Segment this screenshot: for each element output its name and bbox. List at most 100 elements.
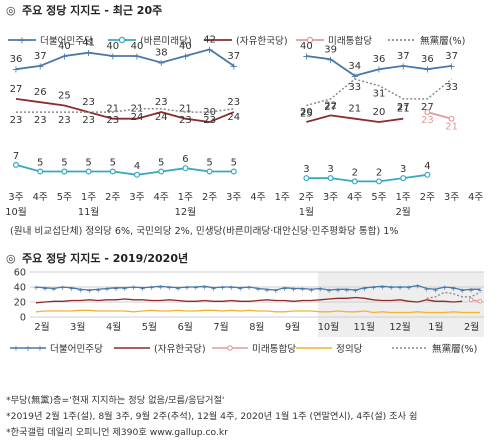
x-month-label: 2월 [464, 321, 479, 333]
series-minjoo: +36+37 +40+41+40+40+38 +40 +42+37 +40+39+34 +… [10, 34, 458, 82]
footnote-source: *한국갤럽 데일리 오피니언 제390호 www.gallup.co.kr [6, 427, 228, 438]
legend-label: 더불어민주당 [40, 36, 93, 47]
data-label: 36 [10, 54, 23, 65]
data-point [351, 178, 358, 185]
data-label: 23 [106, 115, 119, 126]
chart-title: 주요 정당 지지도 - 최근 20주 [22, 3, 162, 17]
data-point: + [424, 286, 430, 294]
series-jayu [35, 296, 463, 304]
data-label: 33 [348, 82, 361, 93]
legend-item: + + + 더불어민주당 [10, 344, 103, 355]
x-tick-label: 1주 [81, 192, 96, 203]
series-justice [35, 309, 480, 314]
data-label: 20 [300, 107, 313, 118]
footnote-skipped-weeks: *2019년 2월 1주(설), 8월 3주, 9월 2주(추석), 12월 4… [6, 411, 418, 422]
x-month-label: 11월 [78, 206, 99, 218]
data-point: + [379, 283, 385, 291]
data-label: 23 [58, 115, 71, 126]
data-label: 23 [227, 97, 240, 108]
legend-label: 미래통합당 [252, 344, 296, 355]
legend-marker: + [25, 344, 32, 353]
data-label: 3 [303, 164, 309, 175]
series-line [306, 114, 404, 123]
x-month-label: 3월 [70, 321, 85, 333]
legend-marker [227, 345, 233, 351]
y-tick-label: 0 [20, 313, 26, 324]
data-label: 40 [131, 41, 144, 52]
data-label: 42 [203, 34, 216, 45]
data-label: 23 [179, 115, 192, 126]
x-tick-label: 4주 [33, 192, 48, 203]
data-point [468, 297, 474, 303]
data-point: + [351, 71, 359, 82]
legend-label: 미래통합당 [328, 36, 372, 47]
data-point: + [264, 286, 270, 294]
series-line [35, 284, 480, 291]
data-point: + [84, 48, 92, 59]
legend-marker: + [13, 344, 20, 353]
x-tick-label: 4주 [250, 192, 265, 203]
data-point: + [109, 52, 117, 63]
x-tick-label: 2주 [420, 192, 435, 203]
data-label: 5 [61, 158, 67, 169]
footnote-none-definition: *무당(無黨)층='현재 지지하는 정당 없음/모름/응답거절' [6, 395, 225, 406]
data-point: + [326, 55, 334, 66]
x-month-label: 1월 [299, 206, 314, 218]
data-point: + [433, 286, 439, 294]
data-point: + [193, 284, 199, 292]
x-tick-label: 1주 [178, 192, 193, 203]
data-point: + [131, 284, 137, 292]
data-label: 27 [421, 102, 434, 113]
x-tick-label: 4주 [468, 192, 483, 203]
chart-note: (원내 비교섭단체) 정의당 6%, 국민의당 2%, 민생당(바른미래당·대안… [10, 226, 399, 237]
x-month-label: 8월 [249, 321, 264, 333]
data-point: + [282, 285, 288, 293]
data-point: + [181, 52, 189, 63]
legend-item: 無黨層(%) [388, 35, 465, 47]
data-label: 6 [182, 154, 188, 165]
x-tick-label: 1주 [396, 192, 411, 203]
x-month-label: 11월 [354, 321, 375, 333]
data-point: + [140, 285, 146, 293]
series-mirae [468, 297, 483, 304]
data-label: 5 [37, 158, 43, 169]
data-point: + [477, 286, 483, 294]
data-label: 3 [400, 164, 406, 175]
data-label: 21 [348, 104, 361, 115]
legend-item: (자유한국당) [204, 36, 288, 47]
data-label: 23 [155, 97, 168, 108]
data-label: 36 [373, 54, 386, 65]
data-point: + [388, 284, 394, 292]
data-point [85, 168, 92, 175]
title-marker: ◎ [6, 252, 16, 265]
data-label: 24 [131, 112, 144, 123]
data-point: + [291, 286, 297, 294]
data-point: + [375, 65, 383, 76]
data-point: + [12, 65, 20, 76]
data-point: + [184, 284, 190, 292]
legend-item: 미래통합당 [212, 344, 296, 355]
data-point: + [371, 284, 377, 292]
chart-recent-20-weeks: ◎ 주요 정당 지지도 - 최근 20주+ 더불어민주당 (바른미래당) (자유한국당)… [5, 3, 483, 237]
x-tick-label: 3주 [8, 192, 23, 203]
data-label: 21 [397, 104, 410, 115]
legend-label: (자유한국당) [154, 344, 206, 355]
data-point: + [273, 287, 279, 295]
x-month-label: 9월 [285, 321, 300, 333]
data-label: 23 [34, 115, 47, 126]
legend-item: 미래통합당 [296, 36, 372, 47]
title-marker: ◎ [6, 4, 16, 17]
data-label: 33 [445, 82, 458, 93]
data-point [327, 175, 334, 182]
data-point: + [166, 284, 172, 292]
data-point: + [308, 286, 314, 294]
data-label: 2 [376, 167, 382, 178]
x-tick-label: 2주 [202, 192, 217, 203]
series-line [15, 48, 235, 71]
x-tick-label: 3주 [444, 192, 459, 203]
legend-marker [118, 36, 126, 44]
data-label: 4 [424, 161, 430, 172]
data-point: + [36, 61, 44, 72]
